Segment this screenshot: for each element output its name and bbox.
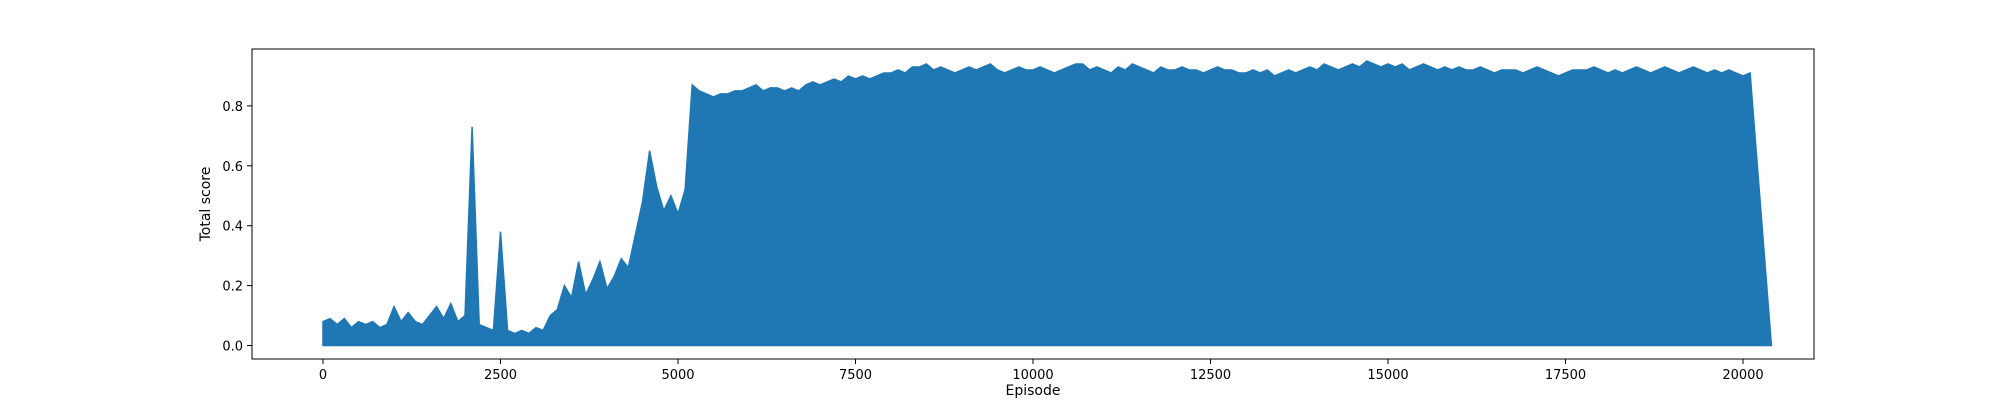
y-axis: 0.0 0.2 0.4 0.6 0.8: [222, 100, 252, 355]
x-tick-label: 10000: [1012, 368, 1053, 383]
x-tick-label: 17500: [1545, 368, 1586, 383]
x-tick-label: 20000: [1722, 368, 1763, 383]
x-axis: 0 2500 5000 7500 10000 12500 15000 17500 20000: [319, 359, 1764, 383]
x-tick-label: 7500: [839, 368, 872, 383]
x-tick-label: 12500: [1190, 368, 1231, 383]
y-tick-label: 0.4: [222, 220, 243, 235]
y-tick-label: 0.0: [222, 340, 243, 355]
x-tick-label: 0: [319, 368, 327, 383]
x-tick-label: 5000: [661, 368, 694, 383]
y-tick-label: 0.6: [222, 160, 243, 175]
series-line-0: [322, 60, 1773, 347]
x-tick-label: 2500: [484, 368, 517, 383]
y-tick-label: 0.2: [222, 280, 243, 295]
y-tick-label: 0.8: [222, 100, 243, 115]
series-layer: [322, 60, 1773, 347]
y-axis-label: Total score: [198, 167, 214, 243]
x-axis-label: Episode: [1006, 383, 1061, 399]
x-tick-label: 15000: [1367, 368, 1408, 383]
